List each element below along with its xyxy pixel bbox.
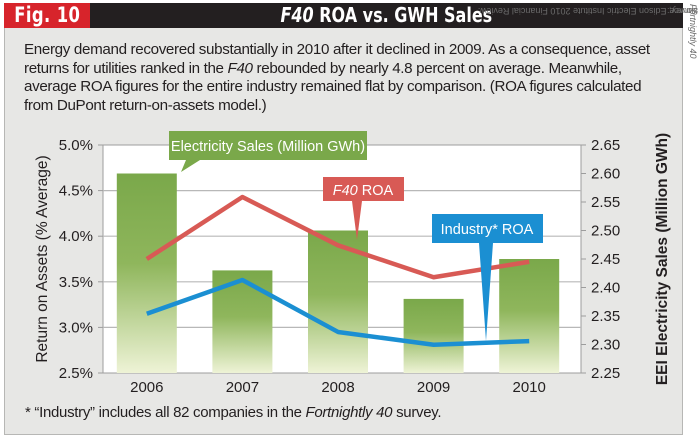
x-tick-label: 2010 [513, 379, 546, 396]
right-tick-label: 2.65 [591, 137, 620, 154]
bar-2006 [116, 173, 177, 373]
left-tick-label: 3.5% [59, 274, 93, 291]
figure-number-badge: Fig. 10 [4, 3, 90, 28]
footnote-italic: Fortnightly 40 [305, 404, 393, 421]
lines [145, 194, 530, 347]
left-tick-label: 3.0% [59, 319, 93, 336]
intro-italic: F40 [227, 59, 253, 77]
right-axis-ticks: 2.25 2.30 2.35 2.40 2.45 2.50 2.55 2.60 2.65 [581, 137, 620, 382]
chart-title: F40 ROA vs. GWH Sales [90, 3, 683, 28]
bar-2010 [499, 259, 560, 373]
left-tick-label: 2.5% [59, 365, 93, 382]
f40-callout-rest: ROA [358, 183, 394, 199]
y2-axis-label: EEI Electricity Sales (Million GWh) [654, 133, 671, 385]
intro-paragraph: Energy demand recovered substantially in… [24, 41, 674, 115]
x-tick-label: 2008 [321, 379, 354, 396]
industry-callout: Industry* ROA [432, 214, 543, 341]
sales-callout: Electricity Sales (Million GWh) [169, 131, 367, 172]
footnote-text-2: survey. [392, 404, 442, 421]
f40-callout-label: F40 ROA [333, 183, 394, 199]
right-tick-label: 2.30 [591, 337, 620, 354]
figure-number: Fig. 10 [14, 3, 80, 27]
bars [116, 173, 560, 373]
intro-text-2: rebounded by nearly 4.8 percent on avera… [24, 59, 642, 114]
title-rest: ROA vs. GWH Sales [313, 3, 493, 27]
bar-2009 [403, 298, 464, 373]
y-axis-label: Return on Assets (% Average) [34, 155, 51, 362]
left-tick-label: 5.0% [59, 137, 93, 154]
industry-callout-label: Industry* ROA [441, 222, 534, 238]
title-bar [4, 3, 683, 28]
f40-callout: F40 ROA [323, 177, 404, 240]
x-tick-label: 2009 [417, 379, 450, 396]
x-tick-label: 2006 [130, 379, 163, 396]
right-tick-label: 2.35 [591, 308, 620, 325]
left-tick-label: 4.5% [59, 183, 93, 200]
f40-callout-italic: F40 [333, 183, 358, 199]
left-axis-ticks: 2.5% 3.0% 3.5% 4.0% 4.5% 5.0% [59, 137, 103, 382]
intro-text-1: Energy demand recovered substantially in… [24, 41, 650, 77]
footnote-text-1: * “Industry” includes all 82 companies i… [25, 404, 306, 421]
sales-callout-label: Electricity Sales (Million GWh) [171, 139, 365, 155]
left-tick-label: 4.0% [59, 228, 93, 245]
right-tick-label: 2.50 [591, 223, 620, 240]
title-italic: F40 [280, 3, 314, 27]
x-tick-label: 2007 [226, 379, 259, 396]
right-tick-label: 2.45 [591, 251, 620, 268]
footnote: * “Industry” includes all 82 companies i… [25, 404, 442, 421]
right-tick-label: 2.25 [591, 365, 620, 382]
right-tick-label: 2.60 [591, 166, 620, 183]
right-tick-label: 2.40 [591, 280, 620, 297]
x-axis-ticks: 2006 2007 2008 2009 2010 [130, 379, 546, 396]
right-tick-label: 2.55 [591, 194, 620, 211]
